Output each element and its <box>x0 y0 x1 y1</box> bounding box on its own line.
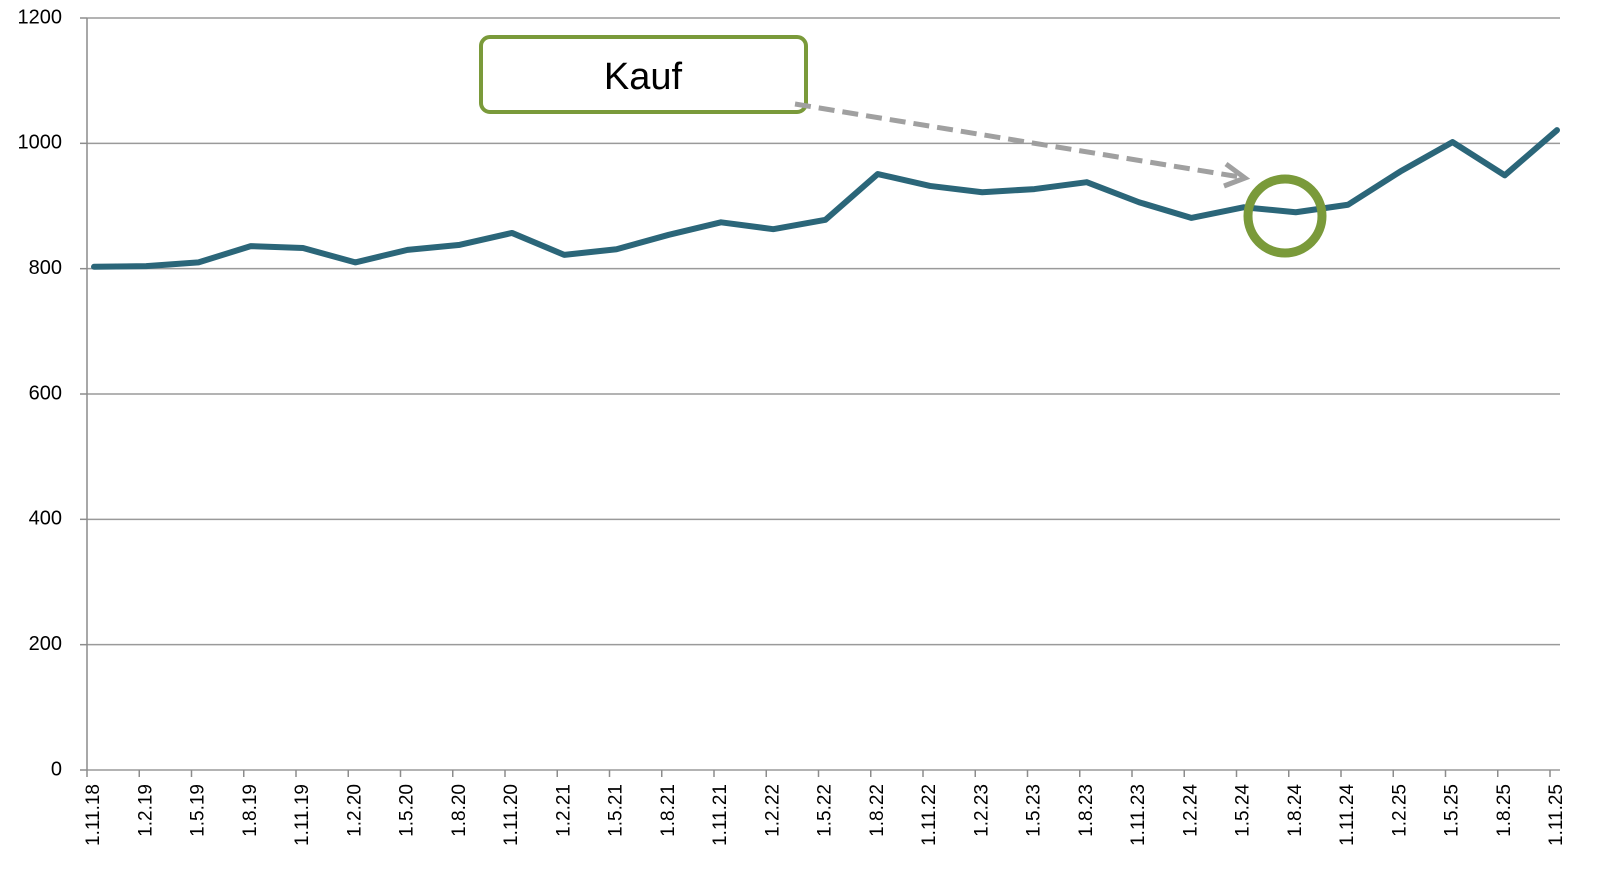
x-tick-label: 1.11.20 <box>501 784 522 846</box>
x-tick-label: 1.11.22 <box>919 784 940 846</box>
x-tick-label: 1.8.23 <box>1076 784 1097 837</box>
y-tick-label: 1200 <box>18 6 63 28</box>
x-tick-label: 1.5.22 <box>815 784 836 837</box>
y-tick-label: 200 <box>29 633 62 655</box>
y-tick-label: 400 <box>29 508 62 530</box>
x-tick-label: 1.2.25 <box>1389 784 1410 837</box>
x-tick-label: 1.2.24 <box>1180 784 1201 837</box>
x-tick-label: 1.8.19 <box>240 784 261 837</box>
x-tick-label: 1.5.19 <box>188 784 209 837</box>
y-tick-label: 1000 <box>18 132 63 154</box>
x-tick-label: 1.11.19 <box>292 784 313 846</box>
x-tick-label: 1.5.20 <box>397 784 418 837</box>
annotation-arrow <box>794 101 1241 180</box>
x-tick-label: 1.2.19 <box>135 784 156 837</box>
arrow-head <box>1223 161 1251 189</box>
x-tick-label: 1.11.18 <box>83 784 104 846</box>
highlight-circle <box>1243 174 1327 258</box>
data-line <box>91 127 1560 270</box>
annotation-text: Kauf <box>604 56 683 98</box>
y-tick-label: 0 <box>51 758 62 780</box>
x-tick-label: 1.5.23 <box>1024 784 1045 837</box>
x-tick-label: 1.8.22 <box>867 784 888 837</box>
x-tick-label: 1.2.23 <box>971 784 992 837</box>
x-tick-label: 1.5.25 <box>1442 784 1463 837</box>
x-tick-label: 1.5.21 <box>606 784 627 837</box>
x-tick-label: 1.2.20 <box>344 784 365 837</box>
x-tick-label: 1.8.21 <box>658 784 679 837</box>
x-tick-label: 1.8.20 <box>449 784 470 837</box>
x-tick-label: 1.11.25 <box>1546 784 1567 846</box>
x-tick-label: 1.2.22 <box>762 784 783 837</box>
x-tick-label: 1.8.24 <box>1285 784 1306 837</box>
y-tick-label: 800 <box>29 257 62 279</box>
x-tick-label: 1.11.23 <box>1128 784 1149 846</box>
x-tick-label: 1.11.24 <box>1337 784 1358 846</box>
x-tick-label: 1.8.25 <box>1494 784 1515 837</box>
x-tick-label: 1.5.24 <box>1233 784 1254 837</box>
x-tick-label: 1.2.21 <box>553 784 574 837</box>
x-tick-label: 1.11.21 <box>710 784 731 846</box>
y-tick-label: 600 <box>29 382 62 404</box>
annotation-box <box>479 35 808 114</box>
